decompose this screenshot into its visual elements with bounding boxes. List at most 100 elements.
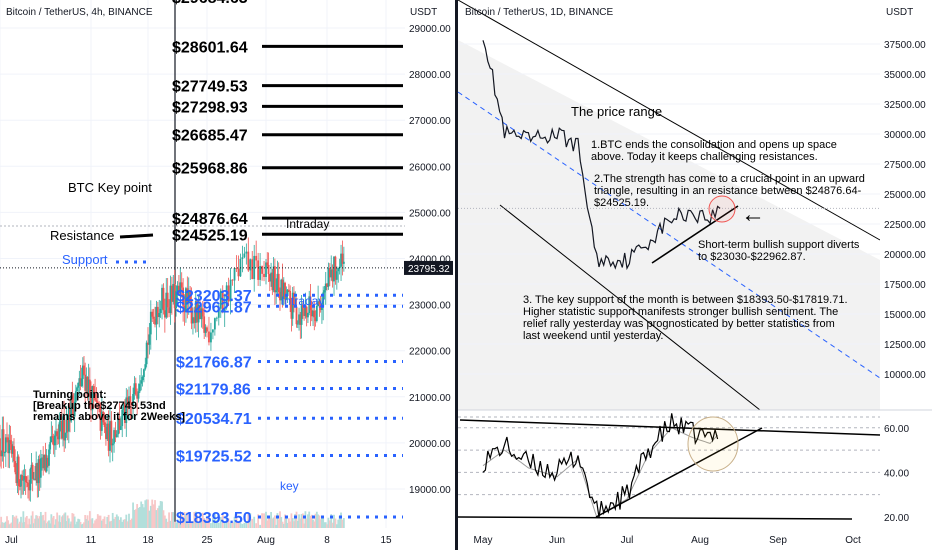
- left-candle-body: [281, 279, 284, 299]
- left-volume-bar: [70, 521, 73, 528]
- left-volume-bar: [118, 519, 121, 528]
- left-candle-body: [158, 313, 161, 318]
- left-candle-body: [152, 316, 155, 319]
- left-volume-bar: [335, 524, 338, 528]
- intraday-top-label: Intraday: [286, 217, 329, 231]
- left-volume-bar: [109, 521, 111, 528]
- left-candle-body: [266, 262, 269, 265]
- left-x-tick: Jul: [5, 535, 18, 546]
- note3-line: relief rally yesterday was prognosticate…: [523, 318, 835, 330]
- left-candle-body: [187, 291, 190, 304]
- left-candle-body: [31, 464, 34, 479]
- left-candle-body: [273, 266, 276, 293]
- support-note-line: to $23030-$22962.87.: [698, 251, 806, 263]
- left-candle-body: [268, 274, 271, 282]
- osc-bottom-line: [457, 516, 853, 520]
- left-volume-bar: [22, 511, 25, 528]
- left-candle-body: [128, 396, 130, 406]
- left-volume-bar: [161, 501, 163, 528]
- left-candle-body: [215, 317, 218, 319]
- left-candle-body: [286, 289, 289, 296]
- left-candle-body: [175, 291, 177, 309]
- left-volume-bar: [102, 518, 105, 528]
- left-candle-body: [298, 314, 300, 324]
- level-label-7: $23203.37: [176, 288, 252, 305]
- left-candle-body: [73, 401, 76, 417]
- left-volume-bar: [96, 514, 99, 528]
- left-candle-body: [57, 436, 60, 440]
- right-y-axis: USDT 37500.00 35000.00 32500.00 30000.00 2750…: [880, 0, 932, 528]
- left-candle-body: [70, 395, 73, 422]
- left-volume-bar: [55, 519, 57, 528]
- left-volume-bar: [98, 515, 101, 528]
- left-volume-bar: [137, 507, 140, 528]
- left-volume-bar: [69, 523, 71, 528]
- left-x-tick: 11: [86, 535, 97, 546]
- left-volume-bar: [247, 512, 250, 528]
- left-volume-bar: [299, 518, 302, 528]
- left-volume-bar: [29, 524, 32, 528]
- left-candle-body: [182, 287, 185, 306]
- left-candle-body: [140, 380, 143, 384]
- left-candle-body: [291, 292, 294, 319]
- left-candle-body: [11, 446, 14, 454]
- left-candle-body: [161, 287, 163, 309]
- left-volume-bar: [312, 519, 314, 528]
- left-candle-body: [312, 310, 314, 317]
- left-candle-body: [45, 457, 48, 472]
- left-candle-body: [201, 308, 204, 317]
- left-candle-body: [257, 260, 260, 280]
- left-volume-bar: [95, 518, 98, 528]
- left-candle-body: [340, 253, 342, 267]
- left-candle-body: [8, 440, 11, 454]
- left-candle-body: [67, 405, 70, 432]
- key-label: key: [280, 479, 299, 493]
- left-volume-bar: [88, 511, 91, 528]
- left-volume-bar: [270, 512, 272, 528]
- left-candle-body: [85, 376, 88, 391]
- left-volume-bar: [3, 522, 6, 528]
- left-candle-body: [300, 305, 303, 325]
- left-volume-bar: [249, 513, 252, 528]
- left-candle-body: [335, 271, 338, 280]
- left-volume-bar: [103, 516, 106, 528]
- left-volume-bar: [129, 520, 132, 528]
- left-volume-bar: [66, 515, 69, 528]
- left-volume-bar: [94, 520, 96, 528]
- left-candle-body: [159, 308, 162, 314]
- left-volume-bar: [229, 522, 232, 528]
- left-volume-bar: [287, 518, 290, 528]
- left-candle-body: [200, 308, 203, 320]
- left-volume-bar: [113, 518, 115, 528]
- left-candle-body: [23, 475, 26, 480]
- left-volume-bar: [122, 519, 125, 528]
- left-header: Bitcoin / TetherUS, 4h, BINANCE: [6, 7, 153, 18]
- left-candle-body: [287, 289, 290, 291]
- left-volume-bar: [30, 515, 33, 528]
- left-candle-body: [114, 430, 117, 438]
- left-candle-body: [170, 285, 173, 302]
- left-candle-body: [317, 301, 320, 306]
- left-candle-body: [314, 317, 317, 322]
- left-candle-body: [235, 268, 238, 269]
- left-volume-bar: [17, 523, 20, 528]
- left-volume-bar: [263, 513, 265, 528]
- right-y-tick: 17500.00: [884, 280, 926, 291]
- left-volume-bar: [290, 513, 293, 528]
- left-volume-bar: [273, 515, 276, 528]
- left-candle-body: [147, 342, 149, 345]
- left-price-levels: $28601.64 $27749.53 $27298.93 $26685.47 $259…: [0, 0, 405, 527]
- left-y-tick: 29000.00: [409, 24, 451, 35]
- left-volume-bar: [83, 522, 85, 528]
- channel-upper: [457, 0, 881, 241]
- left-candle-body: [2, 429, 5, 453]
- left-y-tick: 25000.00: [409, 208, 451, 219]
- left-volume-bar: [212, 518, 214, 528]
- left-volume-bar: [197, 522, 200, 528]
- left-candle-body: [223, 307, 226, 312]
- right-y-tick: 12500.00: [884, 340, 926, 351]
- left-volume-bar: [130, 518, 133, 528]
- left-volume-bar: [259, 524, 261, 528]
- left-candle-body: [16, 456, 19, 484]
- left-volume-bar: [147, 499, 149, 528]
